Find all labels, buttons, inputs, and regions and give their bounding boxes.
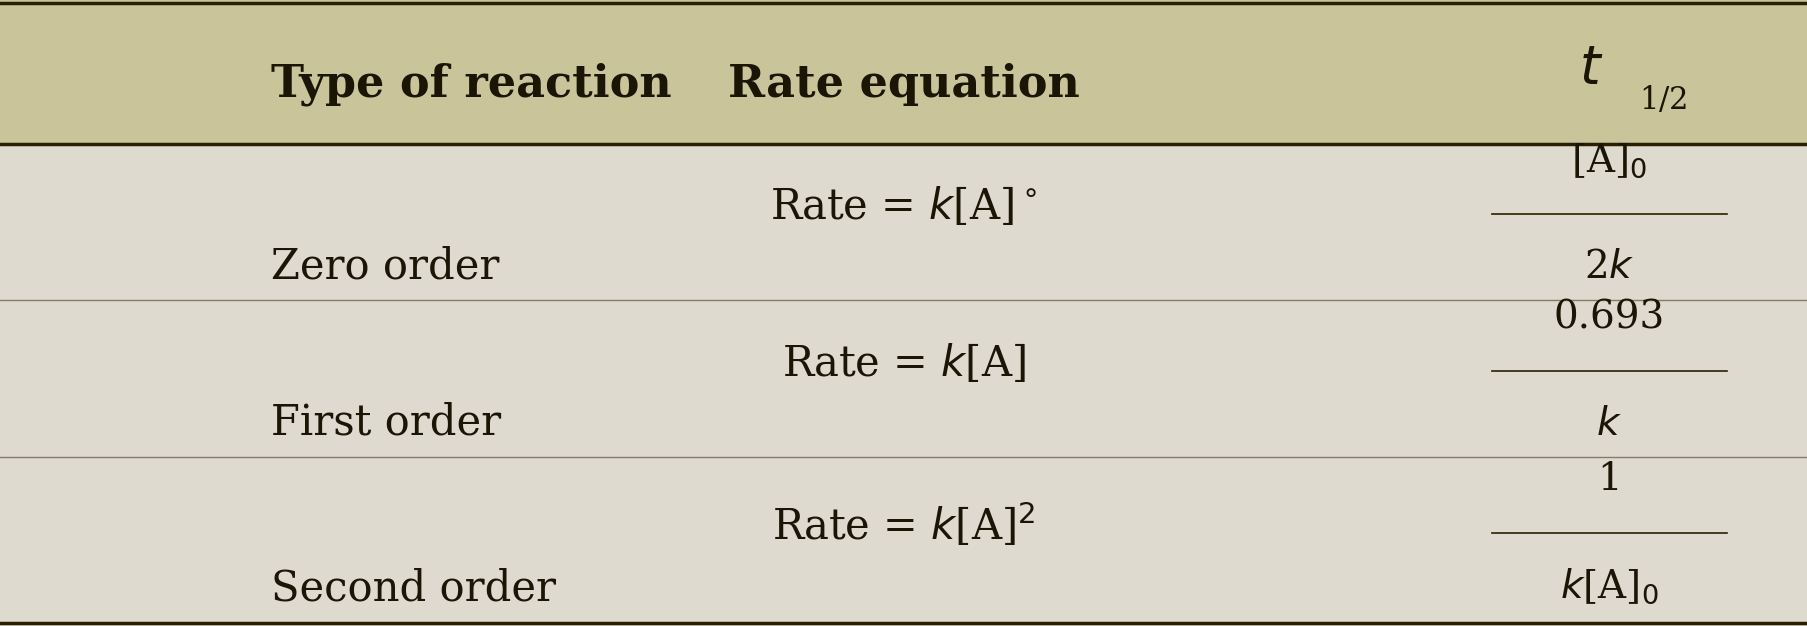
Text: Second order: Second order (271, 568, 557, 610)
Text: Type of reaction: Type of reaction (271, 63, 672, 106)
Text: Rate = $k$[A]$^2$: Rate = $k$[A]$^2$ (772, 500, 1035, 549)
Text: $\mathregular{1/2}$: $\mathregular{1/2}$ (1639, 85, 1686, 116)
Text: First order: First order (271, 401, 501, 444)
FancyBboxPatch shape (0, 0, 1807, 144)
Text: 1: 1 (1596, 461, 1621, 498)
Text: Zero order: Zero order (271, 245, 499, 287)
Text: Rate equation: Rate equation (728, 63, 1079, 106)
Text: 0.693: 0.693 (1552, 299, 1664, 336)
Text: $t$: $t$ (1578, 43, 1603, 95)
Text: [A]$_0$: [A]$_0$ (1570, 142, 1646, 180)
Text: Rate = $k$[A]: Rate = $k$[A] (782, 342, 1025, 384)
Text: $k$: $k$ (1596, 406, 1621, 443)
Text: Rate = $k$[A]$^\circ$: Rate = $k$[A]$^\circ$ (770, 185, 1037, 228)
Text: $k$[A]$_0$: $k$[A]$_0$ (1559, 567, 1657, 606)
Text: 2$k$: 2$k$ (1583, 249, 1634, 286)
